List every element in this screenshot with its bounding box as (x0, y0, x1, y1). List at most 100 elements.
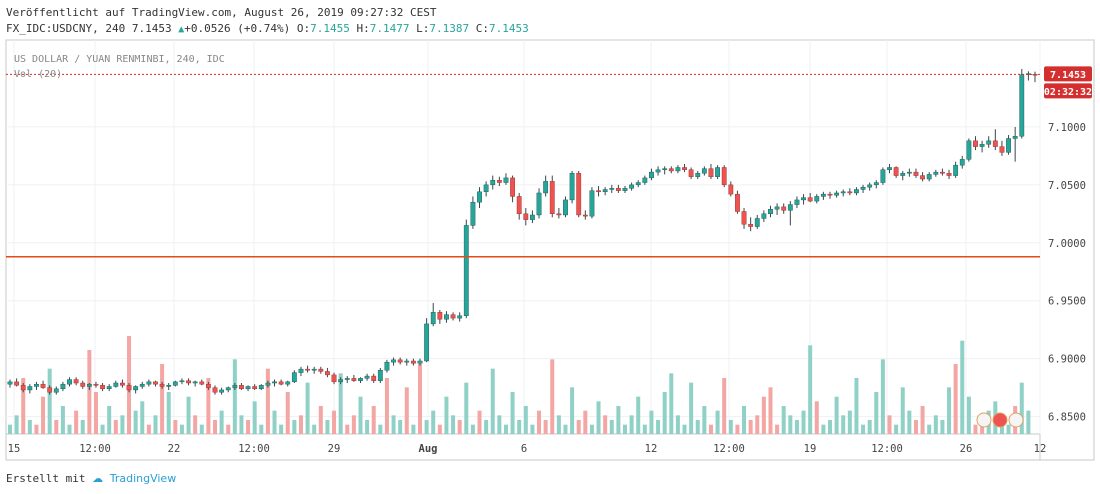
candle (219, 387, 225, 395)
candle-body (305, 368, 310, 371)
candle (913, 168, 919, 178)
candle-body (827, 193, 833, 196)
candle-body (34, 383, 39, 387)
candle-body (437, 312, 443, 320)
volume-bar (305, 382, 310, 434)
candle-body (113, 382, 119, 387)
candle-body (589, 190, 595, 217)
candle-body (887, 167, 892, 170)
candle (450, 312, 456, 321)
candle-body (953, 164, 959, 176)
volume-bar (880, 359, 885, 434)
candle (245, 385, 251, 392)
candle (854, 187, 859, 196)
symbol-name: FX_IDC:USDCNY, 240 (6, 22, 126, 35)
candle (384, 359, 390, 373)
volume-bar (583, 410, 588, 434)
candle (946, 169, 952, 180)
candle-body (536, 192, 542, 216)
up-triangle-icon: ▲ (178, 24, 185, 35)
volume-bar (113, 420, 118, 434)
candle (14, 378, 20, 387)
candle-body (675, 167, 681, 172)
volume-bar (398, 420, 403, 434)
candle-body (563, 199, 568, 216)
candle-body (7, 381, 13, 385)
published-line: Veröffentlicht auf TradingView.com, Augu… (6, 6, 437, 19)
candle (596, 186, 601, 197)
candle-body (959, 159, 965, 166)
candle (688, 167, 694, 180)
candle-body (483, 184, 489, 193)
low-value: 7.1387 (429, 22, 470, 35)
volume-bar (675, 415, 680, 434)
volume-bar (894, 424, 899, 434)
candle-body (133, 386, 139, 391)
candle (305, 365, 310, 373)
candle-body (655, 169, 661, 173)
tradingview-brand[interactable]: TradingView (109, 472, 177, 485)
volume-bar (933, 415, 938, 434)
candle (973, 136, 978, 151)
candle (609, 184, 615, 193)
volume-bar (629, 415, 634, 434)
volume-bar (623, 424, 627, 434)
time-tick: 12:00 (238, 443, 270, 455)
candle (959, 155, 965, 169)
candle-body (820, 193, 826, 197)
volume-bar (186, 396, 191, 434)
volume-bar (920, 406, 925, 434)
candle-body (444, 314, 449, 320)
candle (358, 377, 363, 384)
candle (371, 373, 377, 384)
candle (457, 312, 463, 322)
candle-body (682, 167, 687, 170)
volume-bar (669, 373, 674, 434)
tradingview-logo-icon[interactable]: ☁ (92, 472, 104, 485)
volume-bar (801, 410, 806, 434)
time-tick: 12:00 (713, 443, 745, 455)
volume-bar (960, 340, 965, 434)
volume-bar (451, 415, 456, 434)
time-tick: 6 (521, 443, 527, 455)
candle-body (239, 385, 244, 390)
volume-bar (821, 424, 826, 434)
volume-bar (259, 424, 264, 434)
candle (67, 377, 72, 387)
volume-legend: Vol (20) (14, 69, 62, 80)
candle (887, 163, 892, 174)
candle (179, 378, 185, 385)
candle (715, 165, 720, 180)
candle-body (662, 168, 668, 170)
candle-body (741, 211, 747, 225)
candle-body (530, 214, 535, 220)
volume-bar (34, 424, 39, 434)
candle (794, 196, 800, 209)
volume-bar (93, 392, 98, 434)
price-tick-labels: 7.1000 7.0500 7.0000 6.9500 6.9000 6.8500 (1048, 122, 1086, 424)
candle (576, 170, 582, 218)
candle-body (847, 191, 853, 194)
volume-bar (444, 396, 449, 434)
candle-body (900, 173, 906, 176)
candle-body (179, 380, 185, 383)
candle-body (212, 387, 218, 393)
candle (430, 303, 436, 327)
candle-body (695, 173, 701, 177)
candle-body (20, 385, 26, 391)
volume-bar (649, 410, 654, 434)
candle-body (549, 181, 555, 215)
volume-bar (239, 415, 244, 434)
candle-body (278, 381, 284, 385)
candle-body (867, 184, 873, 188)
candle (364, 373, 370, 381)
volume-bar (193, 415, 198, 434)
volume-bar (828, 420, 832, 434)
candle-body (199, 381, 205, 385)
volume-bar (814, 401, 819, 434)
price-tick: 6.9500 (1048, 296, 1086, 308)
candle (649, 168, 654, 181)
calendar-events-icon[interactable] (976, 412, 1024, 428)
candle-body (172, 381, 178, 386)
